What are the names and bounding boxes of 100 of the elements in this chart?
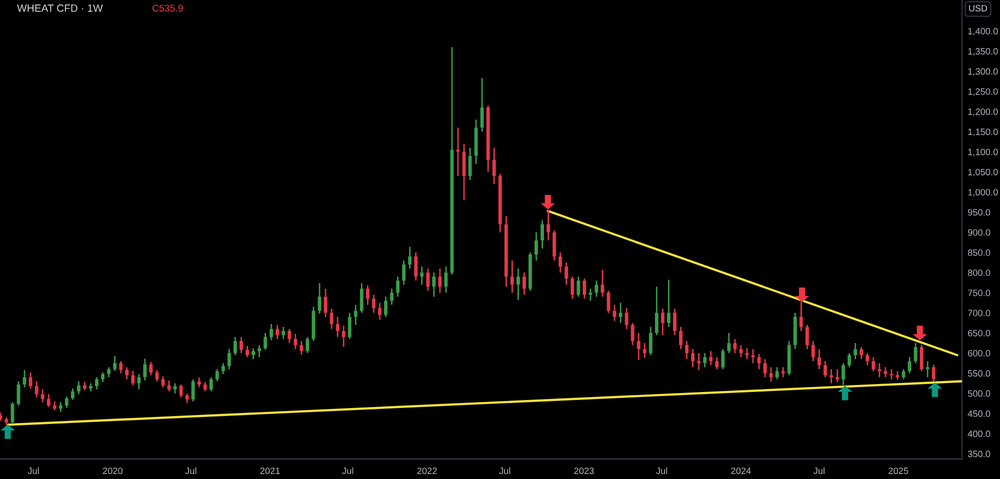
- candlestick: [654, 286, 658, 336]
- candlestick: [558, 252, 562, 274]
- candlestick: [300, 340, 304, 356]
- candlestick: [348, 312, 352, 340]
- candlestick: [522, 272, 526, 296]
- candlestick: [510, 260, 514, 294]
- candlestick: [594, 280, 598, 298]
- candlestick: [884, 366, 888, 378]
- candlestick: [781, 366, 785, 378]
- candlestick: [432, 272, 436, 298]
- candlestick: [282, 326, 286, 340]
- y-tick-label: 350.0: [968, 450, 990, 458]
- y-tick-label: 1,100.0: [968, 148, 998, 156]
- x-tick-label: 2020: [102, 468, 123, 474]
- candlestick: [848, 352, 852, 368]
- candlestick: [721, 348, 725, 370]
- candlestick: [414, 252, 418, 282]
- candlestick: [113, 355, 117, 372]
- candlestick: [673, 308, 676, 336]
- y-tick-label: 1,300.0: [968, 68, 998, 76]
- candlestick: [131, 370, 135, 386]
- candlestick: [197, 376, 201, 388]
- candlestick: [811, 340, 815, 362]
- candlestick: [252, 348, 256, 360]
- candlestick: [143, 358, 147, 382]
- candlestick: [648, 326, 652, 356]
- candlestick: [58, 402, 62, 413]
- point: [540, 194, 556, 210]
- candlestick: [360, 282, 364, 314]
- point: [928, 382, 942, 398]
- candlestick: [618, 302, 622, 324]
- candlestick: [240, 336, 243, 354]
- y-tick-label: 1,350.0: [968, 48, 998, 56]
- candlestick: [330, 308, 334, 330]
- candlestick: [372, 294, 376, 314]
- candlestick: [842, 362, 846, 386]
- x-tick-label: 2024: [731, 468, 751, 474]
- y-tick-label: 750.0: [968, 290, 990, 296]
- y-tick-label: 900.0: [968, 229, 990, 236]
- candlestick: [378, 302, 382, 320]
- candlestick: [685, 340, 688, 360]
- candlestick: [703, 352, 707, 368]
- candlestick: [570, 276, 574, 300]
- candlestick: [40, 388, 44, 403]
- x-tick-label: 2021: [260, 468, 280, 474]
- point: [0, 424, 16, 439]
- y-tick-label: 1,050.0: [968, 168, 998, 176]
- y-tick-label: 800.0: [968, 270, 990, 276]
- y-tick-label: 650.0: [968, 330, 990, 336]
- annotation: C535.9: [152, 4, 183, 12]
- candlestick: [64, 396, 68, 409]
- candlestick: [402, 260, 406, 286]
- y-tick-label: 700.0: [968, 310, 990, 316]
- y-tick-label: 1,000.0: [968, 188, 998, 197]
- candlestick: [920, 344, 924, 372]
- candlestick: [636, 332, 640, 361]
- candlestick: [902, 368, 906, 380]
- point: [912, 326, 928, 340]
- candlestick: [926, 360, 930, 378]
- candlestick: [125, 366, 129, 380]
- candlestick: [215, 368, 219, 382]
- x-tick-label: Jul: [814, 467, 824, 474]
- x-tick-label: 2022: [417, 468, 437, 474]
- candlestick: [342, 325, 346, 348]
- candlestick: [775, 366, 779, 380]
- candlestick: [739, 344, 743, 358]
- candlestick: [878, 362, 882, 378]
- x-tick-label: Jul: [185, 467, 196, 474]
- y-tick-label: 400.0: [968, 430, 990, 438]
- x-tick-label: 2023: [574, 468, 594, 474]
- candlestick: [396, 276, 400, 298]
- y-tick-label: 1,250.0: [968, 88, 998, 96]
- candlestick: [270, 323, 274, 341]
- candlestick: [420, 266, 424, 286]
- candlestick: [624, 307, 628, 330]
- y-tick-label: 500.0: [968, 390, 990, 397]
- candlestick: [390, 288, 394, 306]
- candlestick: [588, 288, 592, 302]
- candlestick: [660, 308, 664, 336]
- candlestick: [354, 304, 358, 326]
- candlestick: [119, 360, 123, 374]
- candlestick: [227, 348, 231, 370]
- candlestick: [203, 381, 207, 392]
- candlestick: [727, 332, 731, 354]
- candlestick: [234, 336, 237, 356]
- y-tick-label: 850.0: [968, 249, 990, 256]
- candlestick: [709, 350, 713, 366]
- candlestick: [715, 356, 719, 370]
- candlestick: [149, 361, 153, 376]
- candlestick: [70, 388, 74, 401]
- y-tick-label: 450.0: [968, 410, 990, 417]
- candlestick: [276, 324, 280, 340]
- candlestick: [836, 368, 840, 383]
- candlestick: [209, 376, 213, 392]
- candlestick: [28, 372, 32, 390]
- candlestick: [107, 366, 111, 378]
- candlestick: [288, 328, 292, 344]
- candlestick: [860, 346, 864, 360]
- candlestick: [582, 278, 586, 300]
- candlestick: [324, 288, 328, 318]
